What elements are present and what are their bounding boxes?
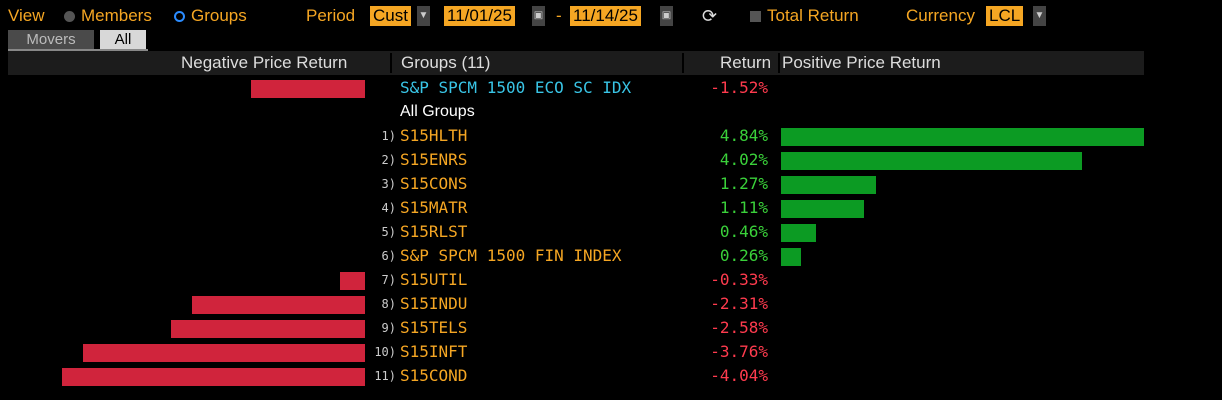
radio-unselected-icon: [64, 11, 75, 22]
group-name[interactable]: S15COND: [400, 366, 468, 385]
return-value: -1.52%: [710, 78, 768, 97]
negative-return-bar: [251, 80, 365, 98]
group-name[interactable]: S15HLTH: [400, 126, 468, 145]
header-return[interactable]: Return: [720, 53, 772, 72]
header-separator: [778, 53, 780, 73]
members-radio[interactable]: Members: [64, 4, 152, 28]
end-calendar-icon[interactable]: ▣: [660, 6, 673, 26]
return-value: 1.27%: [719, 174, 768, 193]
currency-label: Currency: [906, 6, 975, 25]
group-name[interactable]: S&P SPCM 1500 ECO SC IDX: [400, 78, 632, 97]
group-name[interactable]: S15UTIL: [400, 270, 468, 289]
row-number: 10): [374, 345, 396, 359]
table-row[interactable]: S&P SPCM 1500 ECO SC IDX -1.52%: [0, 76, 1222, 100]
start-calendar-icon[interactable]: ▣: [532, 6, 545, 26]
header-positive-price-return[interactable]: Positive Price Return: [782, 53, 941, 72]
tab-all[interactable]: All: [100, 30, 146, 49]
table-row[interactable]: 8) S15INDU -2.31%: [0, 292, 1222, 316]
row-number: 7): [381, 273, 396, 287]
period-dropdown-arrow-icon[interactable]: ▼: [417, 6, 430, 26]
negative-return-bar: [171, 320, 365, 338]
negative-return-bar: [83, 344, 365, 362]
table-row[interactable]: 11) S15COND -4.04%: [0, 364, 1222, 388]
negative-return-bar: [62, 368, 365, 386]
currency-dropdown-arrow-icon[interactable]: ▼: [1033, 6, 1046, 26]
header-separator: [682, 53, 684, 73]
return-value: 4.02%: [719, 150, 768, 169]
table-row[interactable]: 10) S15INFT -3.76%: [0, 340, 1222, 364]
group-name[interactable]: S15RLST: [400, 222, 468, 241]
return-value: 0.26%: [719, 246, 768, 265]
table-row[interactable]: 1) S15HLTH 4.84%: [0, 124, 1222, 148]
return-value: 4.84%: [719, 126, 768, 145]
row-number: 9): [381, 321, 396, 335]
group-name[interactable]: S15INFT: [400, 342, 468, 361]
negative-return-bar: [340, 272, 365, 290]
table-row[interactable]: 7) S15UTIL -0.33%: [0, 268, 1222, 292]
groups-radio[interactable]: Groups: [174, 4, 247, 28]
toolbar: View Members Groups Period Cust ▼ 11/01/…: [8, 4, 1222, 28]
return-value: 1.11%: [719, 198, 768, 217]
positive-return-bar: [781, 152, 1082, 170]
return-value: -2.31%: [710, 294, 768, 313]
groups-label: Groups: [191, 6, 247, 25]
group-name: All Groups: [400, 103, 475, 120]
row-number: 1): [381, 129, 396, 143]
header-negative-price-return[interactable]: Negative Price Return: [181, 53, 348, 72]
group-name[interactable]: S15INDU: [400, 294, 468, 313]
radio-selected-icon: [174, 11, 185, 22]
positive-return-bar: [781, 128, 1144, 146]
group-name[interactable]: S15ENRS: [400, 150, 468, 169]
currency-field[interactable]: LCL: [986, 6, 1024, 26]
row-number: 5): [381, 225, 396, 239]
total-return-checkbox[interactable]: Total Return: [750, 4, 859, 28]
table-row[interactable]: 4) S15MATR 1.11%: [0, 196, 1222, 220]
positive-return-bar: [781, 176, 876, 194]
date-separator: -: [556, 6, 562, 25]
return-value: 0.46%: [719, 222, 768, 241]
row-number: 11): [374, 369, 396, 383]
group-name[interactable]: S15TELS: [400, 318, 468, 337]
row-number: 6): [381, 249, 396, 263]
view-label: View: [8, 6, 45, 25]
row-number: 3): [381, 177, 396, 191]
return-value: -4.04%: [710, 366, 768, 385]
return-value: -3.76%: [710, 342, 768, 361]
period-field[interactable]: Cust: [370, 6, 411, 26]
header-groups[interactable]: Groups (11): [401, 53, 491, 72]
period-label: Period: [306, 6, 356, 25]
table-row[interactable]: 2) S15ENRS 4.02%: [0, 148, 1222, 172]
negative-return-bar: [192, 296, 365, 314]
positive-return-bar: [781, 200, 864, 218]
table-header: Negative Price Return Groups (11) Return…: [8, 51, 1144, 75]
return-value: -0.33%: [710, 270, 768, 289]
header-separator: [390, 53, 392, 73]
tab-movers[interactable]: Movers: [8, 30, 94, 49]
group-name[interactable]: S&P SPCM 1500 FIN INDEX: [400, 246, 622, 265]
table-row: All Groups: [0, 100, 1222, 124]
group-name[interactable]: S15CONS: [400, 174, 468, 193]
return-value: -2.58%: [710, 318, 768, 337]
row-number: 2): [381, 153, 396, 167]
positive-return-bar: [781, 224, 816, 242]
table-row[interactable]: 3) S15CONS 1.27%: [0, 172, 1222, 196]
total-return-label: Total Return: [767, 6, 859, 25]
table-row[interactable]: 5) S15RLST 0.46%: [0, 220, 1222, 244]
positive-return-bar: [781, 248, 801, 266]
checkbox-icon: [750, 11, 761, 22]
end-date-field[interactable]: 11/14/25: [570, 6, 641, 26]
refresh-icon[interactable]: ⟳: [702, 6, 718, 26]
table-row[interactable]: 6) S&P SPCM 1500 FIN INDEX 0.26%: [0, 244, 1222, 268]
row-number: 8): [381, 297, 396, 311]
group-name[interactable]: S15MATR: [400, 198, 468, 217]
row-number: 4): [381, 201, 396, 215]
start-date-field[interactable]: 11/01/25: [444, 6, 515, 26]
members-label: Members: [81, 6, 152, 25]
tab-underline: [8, 49, 148, 51]
table-row[interactable]: 9) S15TELS -2.58%: [0, 316, 1222, 340]
